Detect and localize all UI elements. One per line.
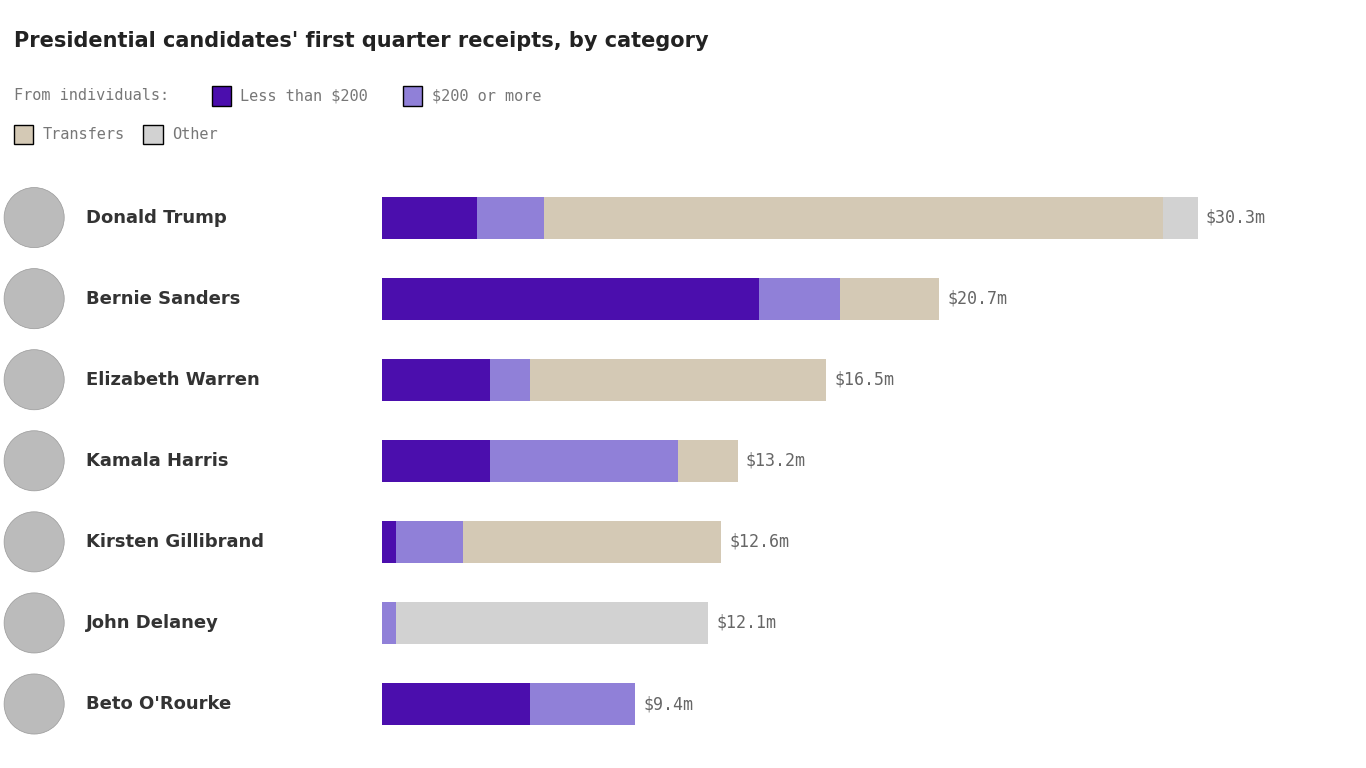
Text: Other: Other xyxy=(172,127,217,142)
Text: Kirsten Gillibrand: Kirsten Gillibrand xyxy=(86,533,264,551)
Text: $30.3m: $30.3m xyxy=(1206,209,1266,227)
Bar xyxy=(382,521,396,563)
Bar xyxy=(530,359,826,401)
Text: Elizabeth Warren: Elizabeth Warren xyxy=(86,371,260,389)
Text: Kamala Harris: Kamala Harris xyxy=(86,452,228,470)
Text: Transfers: Transfers xyxy=(42,127,124,142)
Bar xyxy=(477,197,544,239)
Bar xyxy=(759,277,840,319)
Text: From individuals:: From individuals: xyxy=(14,88,169,104)
Text: $13.2m: $13.2m xyxy=(746,452,806,470)
Bar xyxy=(679,440,738,482)
Bar xyxy=(490,440,679,482)
Text: Bernie Sanders: Bernie Sanders xyxy=(86,290,240,308)
Text: $20.7m: $20.7m xyxy=(948,290,1008,308)
Text: John Delaney: John Delaney xyxy=(86,614,219,632)
Bar xyxy=(396,602,708,644)
Bar xyxy=(382,197,477,239)
Text: $200 or more: $200 or more xyxy=(432,88,541,104)
Bar xyxy=(544,197,1162,239)
Text: $9.4m: $9.4m xyxy=(643,695,694,713)
Bar xyxy=(396,521,463,563)
Bar xyxy=(530,683,635,725)
Text: Presidential candidates' first quarter receipts, by category: Presidential candidates' first quarter r… xyxy=(14,31,709,51)
Bar xyxy=(840,277,940,319)
Text: Donald Trump: Donald Trump xyxy=(86,209,227,227)
Text: Beto O'Rourke: Beto O'Rourke xyxy=(86,695,231,713)
Text: $12.1m: $12.1m xyxy=(716,614,776,632)
Text: $12.6m: $12.6m xyxy=(729,533,790,551)
Bar xyxy=(1162,197,1198,239)
Bar xyxy=(382,602,396,644)
Bar xyxy=(382,277,759,319)
Bar xyxy=(490,359,530,401)
Text: Less than $200: Less than $200 xyxy=(240,88,369,104)
Bar xyxy=(463,521,721,563)
Bar xyxy=(382,683,530,725)
Bar xyxy=(382,440,490,482)
Bar xyxy=(382,359,490,401)
Text: $16.5m: $16.5m xyxy=(835,371,895,389)
